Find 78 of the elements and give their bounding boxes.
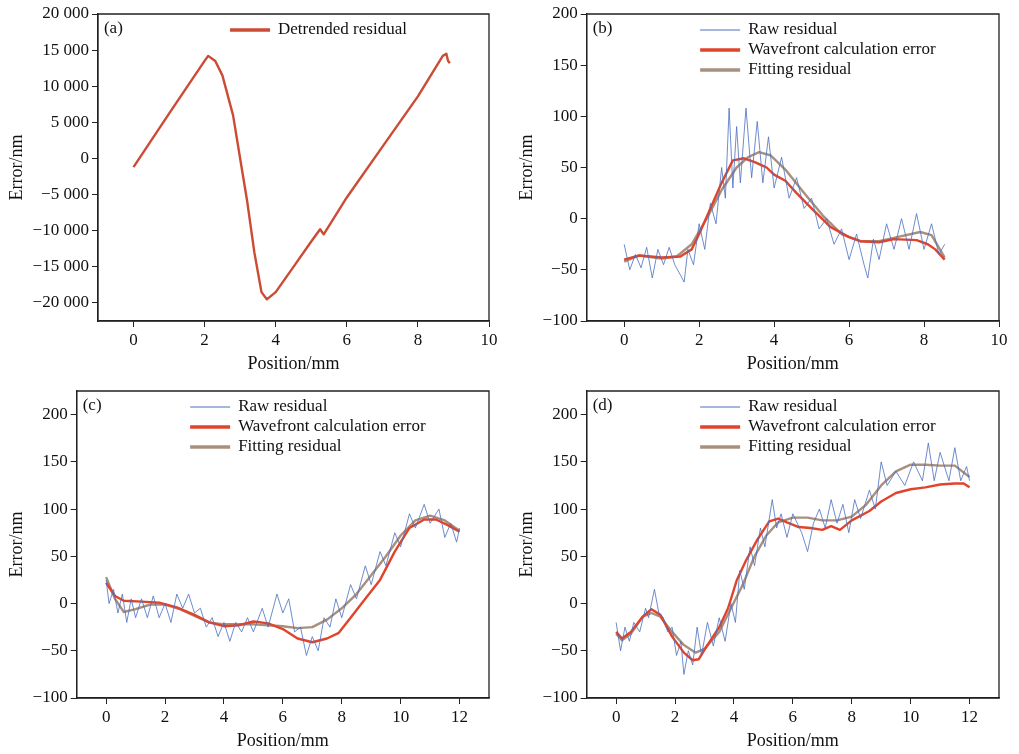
y-tick-label: 50: [560, 156, 578, 176]
y-tick-label: 200: [42, 404, 68, 424]
x-tick-label: 4: [271, 329, 281, 349]
y-tick-label: −50: [551, 640, 578, 660]
x-tick-label: 2: [670, 706, 680, 726]
x-axis-title: Position/mm: [236, 729, 329, 750]
legend-label: Raw residual: [748, 19, 838, 39]
y-tick-label: −50: [41, 640, 68, 660]
legend-label: Raw residual: [238, 396, 328, 416]
legend-label: Raw residual: [748, 396, 838, 416]
x-axis-title: Position/mm: [746, 352, 839, 373]
y-tick-label: 0: [80, 147, 89, 167]
y-tick-label: 15 000: [42, 39, 89, 59]
y-tick-label: −10 000: [32, 220, 89, 240]
y-tick-label: 50: [50, 545, 68, 565]
y-tick-label: −100: [542, 310, 578, 330]
x-tick-label: 6: [278, 706, 288, 726]
x-tick-label: 10: [902, 706, 920, 726]
x-tick-label: 10: [990, 329, 1008, 349]
y-tick-label: −5 000: [41, 184, 89, 204]
x-tick-label: 6: [844, 329, 854, 349]
y-axis-title: Error/nm: [515, 134, 536, 201]
y-axis-title: Error/nm: [5, 511, 26, 578]
x-tick-label: 10: [480, 329, 498, 349]
x-tick-label: 0: [101, 706, 111, 726]
x-tick-label: 8: [847, 706, 856, 726]
y-tick-label: 150: [552, 54, 578, 74]
x-tick-label: 2: [694, 329, 704, 349]
y-tick-label: −15 000: [32, 256, 89, 276]
y-tick-label: 100: [552, 105, 578, 125]
x-tick-label: 2: [200, 329, 209, 349]
x-tick-label: 6: [342, 329, 352, 349]
x-tick-label: 0: [129, 329, 138, 349]
x-tick-label: 4: [769, 329, 779, 349]
legend-label: Fitting residual: [238, 436, 342, 456]
x-tick-label: 0: [619, 329, 629, 349]
x-tick-label: 0: [611, 706, 621, 726]
y-tick-label: 0: [59, 593, 68, 613]
legend-label: Fitting residual: [748, 436, 852, 456]
legend-label: Detrended residual: [278, 19, 408, 39]
annotation: (a): [103, 17, 123, 37]
y-tick-label: 150: [42, 451, 68, 471]
y-axis-title: Error/nm: [515, 511, 536, 578]
y-tick-label: 100: [42, 498, 68, 518]
x-tick-label: 4: [729, 706, 739, 726]
x-tick-label: 12: [961, 706, 979, 726]
y-tick-label: −100: [542, 687, 578, 707]
y-tick-label: 0: [569, 208, 578, 228]
legend-label: Fitting residual: [748, 59, 852, 79]
x-tick-label: 8: [919, 329, 929, 349]
y-tick-label: 20 000: [42, 3, 89, 23]
x-tick-label: 2: [160, 706, 170, 726]
x-axis-title: Position/mm: [247, 352, 340, 373]
x-tick-label: 6: [788, 706, 798, 726]
y-tick-label: 5 000: [50, 111, 89, 131]
y-tick-label: −20 000: [32, 292, 89, 312]
y-tick-label: −50: [551, 259, 578, 279]
y-tick-label: 200: [552, 404, 578, 424]
y-tick-label: 150: [552, 451, 578, 471]
x-tick-label: 8: [413, 329, 423, 349]
legend-label: Wavefront calculation error: [748, 39, 936, 59]
annotation: (c): [82, 394, 102, 414]
legend-label: Wavefront calculation error: [748, 416, 936, 436]
y-tick-label: 200: [552, 3, 578, 23]
x-tick-label: 4: [219, 706, 229, 726]
y-tick-label: −100: [32, 687, 68, 707]
annotation: (b): [592, 17, 613, 37]
y-axis-title: Error/nm: [5, 134, 26, 201]
y-tick-label: 50: [560, 545, 578, 565]
x-tick-label: 12: [451, 706, 469, 726]
y-tick-label: 10 000: [42, 75, 89, 95]
annotation: (d): [592, 394, 613, 414]
x-axis-title: Position/mm: [746, 729, 839, 750]
x-tick-label: 10: [392, 706, 410, 726]
y-tick-label: 100: [552, 498, 578, 518]
y-tick-label: 0: [569, 593, 578, 613]
x-tick-label: 8: [337, 706, 346, 726]
legend-label: Wavefront calculation error: [238, 416, 426, 436]
